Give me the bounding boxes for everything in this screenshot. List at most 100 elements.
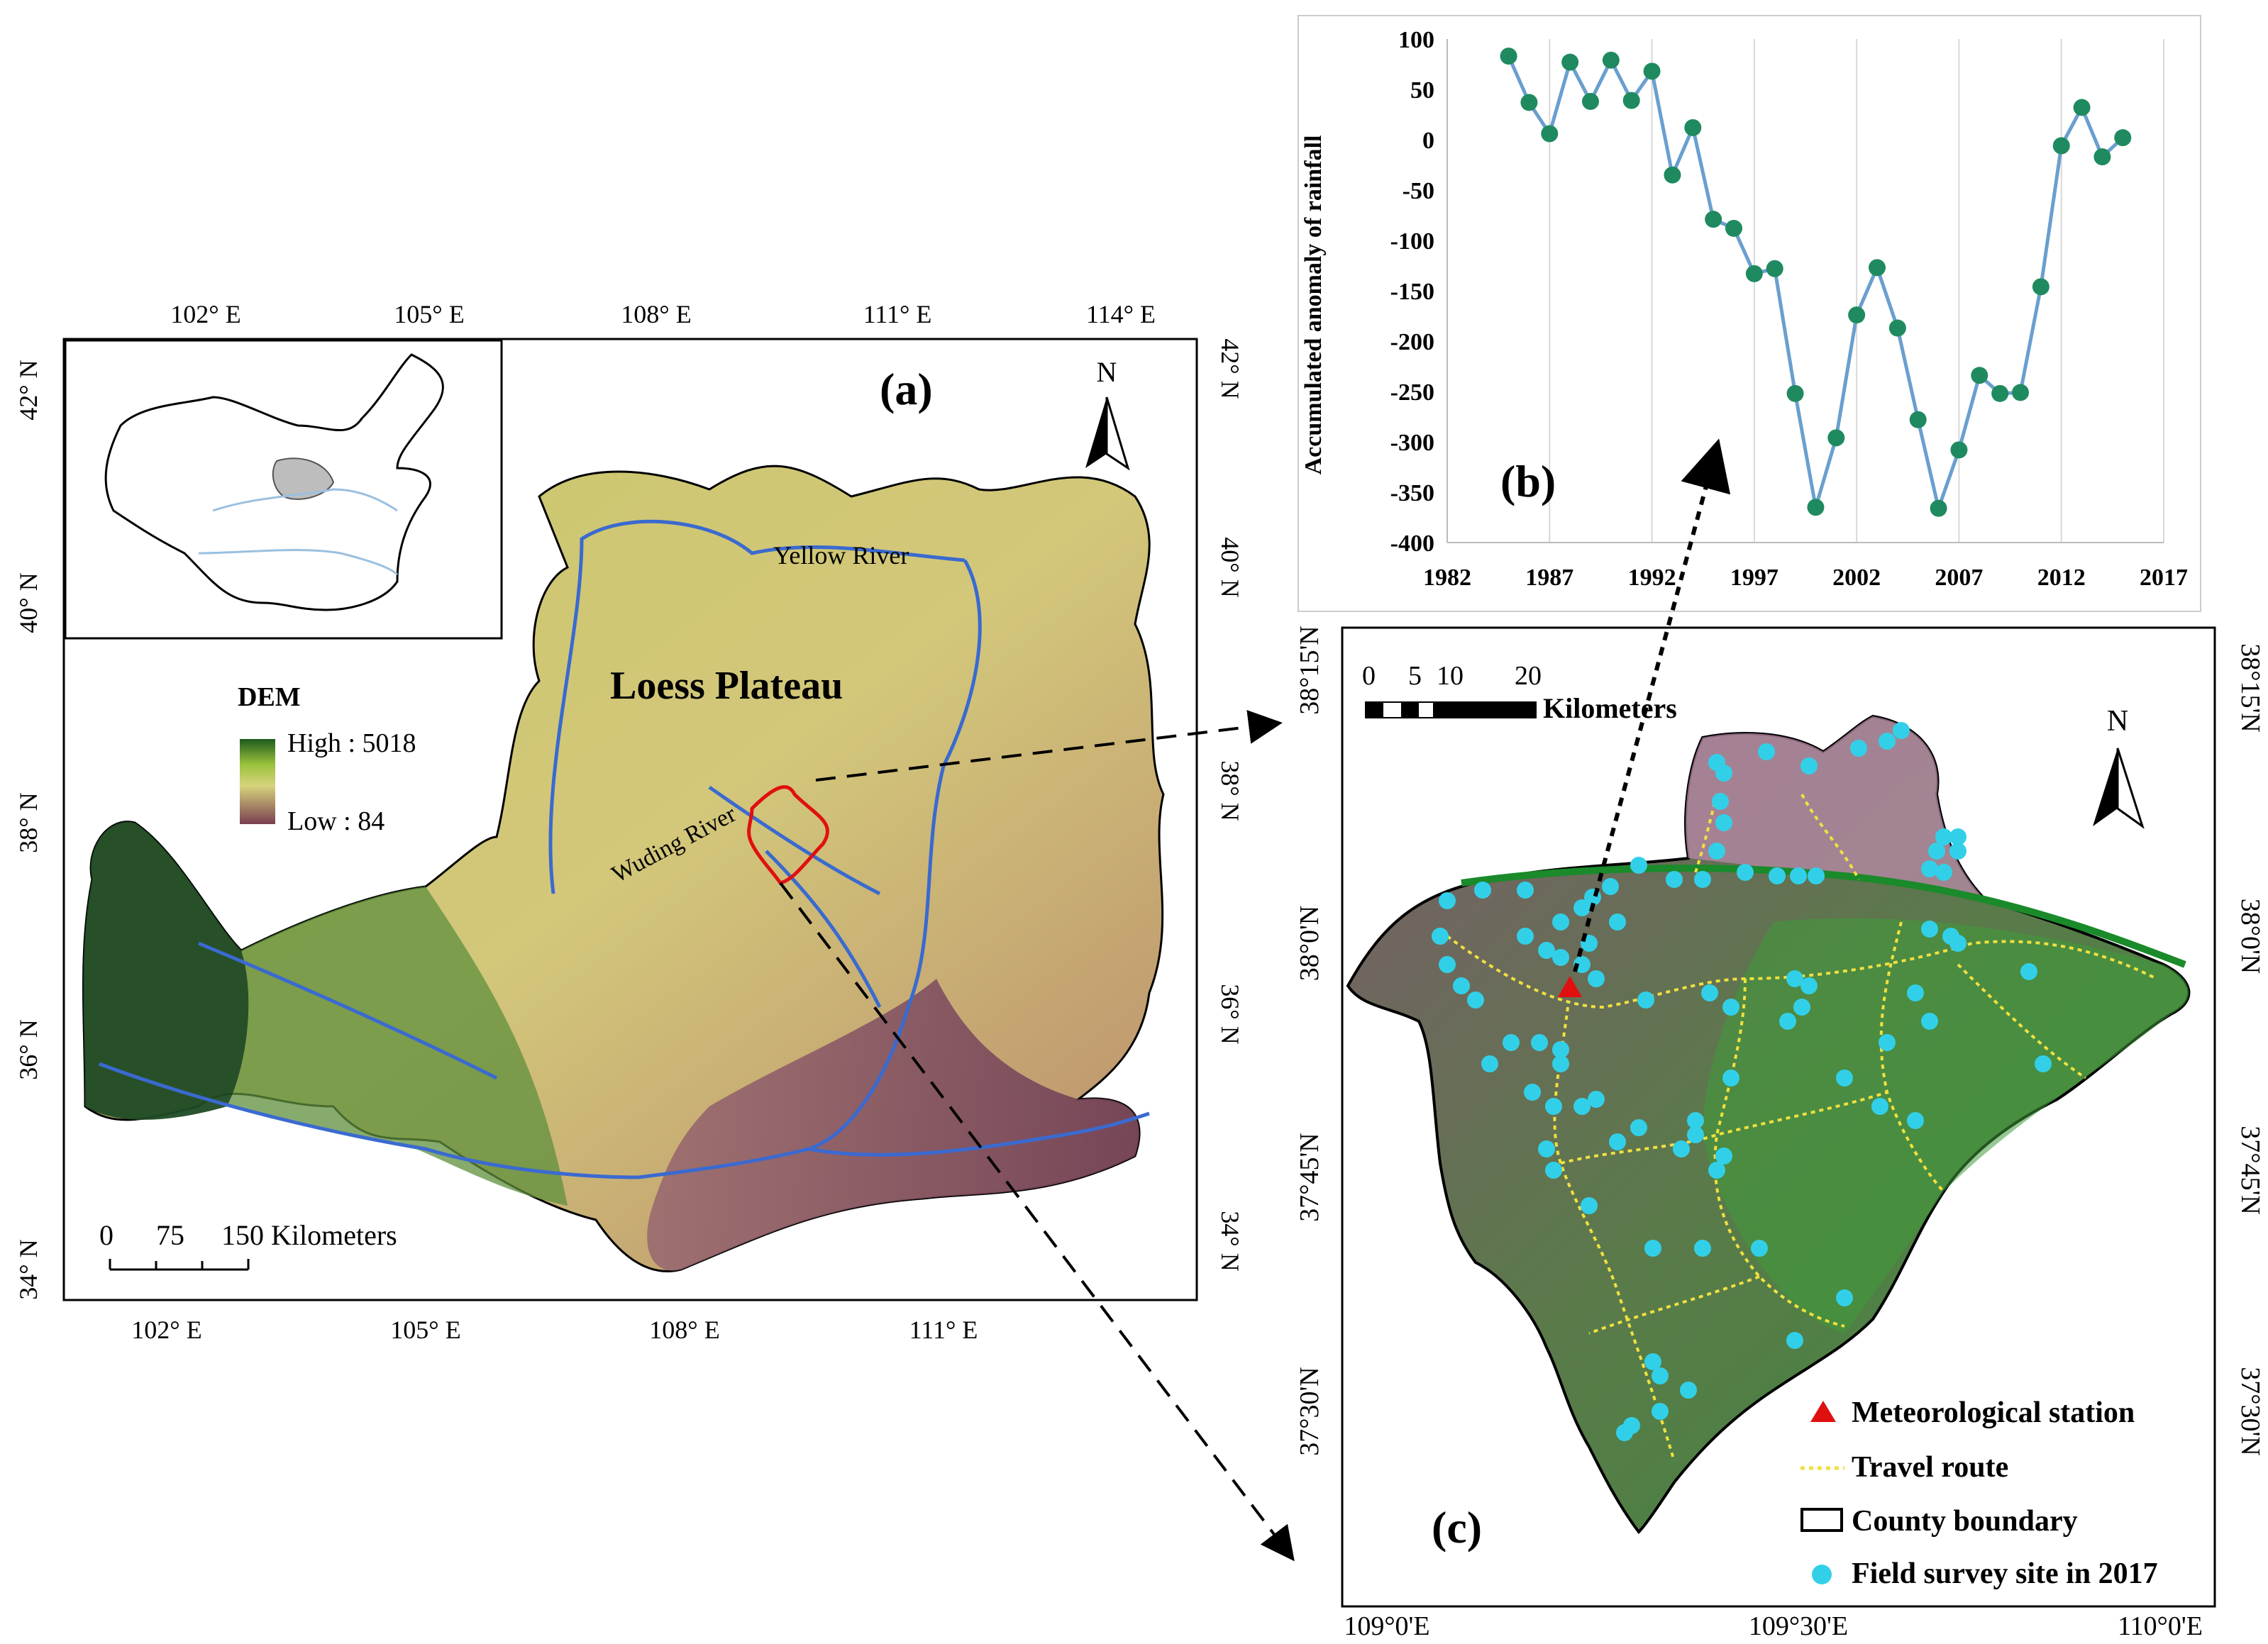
scale-a-tick-75: 75 [156,1219,184,1251]
field-survey-site [1573,899,1591,916]
chart-point [1602,51,1620,69]
c-lat-right-1: 38°0'N [2235,899,2265,974]
chart-point [1582,93,1599,111]
c-lon-bottom-1: 109°30'E [1749,1611,1848,1641]
chart-point [1888,319,1906,337]
field-survey-site [1715,814,1732,831]
river-green-band [1461,865,2186,968]
dem-legend-title: DEM [238,682,301,712]
chart-ytick-label: 0 [1422,128,1434,154]
field-survey-site [1630,857,1647,874]
c-lat-left-3: 37°30'N [1295,1367,1324,1456]
high-elevation-west [83,821,249,1120]
field-survey-site [1432,928,1449,945]
chart-xtick-label: 2007 [1935,565,1983,591]
field-survey-site [1800,757,1818,774]
field-survey-site [1673,1140,1690,1157]
field-survey-site [1921,1013,1938,1030]
loess-plateau-on-inset [272,457,335,500]
lat-right-40: 40° N [1216,537,1244,597]
lon-top-111: 111° E [863,300,932,328]
field-survey-site [1474,882,1491,899]
north-arrow-c [2093,748,2118,826]
chart-ytick-label: -350 [1390,480,1434,506]
field-survey-site [1694,1240,1711,1257]
lat-left-36: 36° N [14,1019,43,1079]
field-survey-site [1879,1034,1896,1051]
field-survey-site [1871,1098,1888,1115]
chart-xtick-label: 1992 [1628,565,1676,591]
chart-point [1786,384,1804,402]
chart-point [1827,429,1845,447]
field-survey-site [1517,882,1534,899]
chart-xtick-label: 2017 [2140,565,2188,591]
lon-bottom-102: 102° E [131,1316,201,1344]
field-survey-site [1921,860,1938,877]
north-arrow-a-half [1105,396,1130,471]
lat-right-42: 42° N [1216,338,1244,399]
lat-right-36: 36° N [1216,984,1244,1044]
region-label: Loess Plateau [610,664,843,708]
lon-bottom-108: 108° E [649,1316,719,1344]
panel-b-frame [1298,15,2201,612]
panel-b: 1982 1987 1992 1997 2002 2007 2012 2017 100 50 0 -5… [1298,15,2201,612]
chart-point [1745,265,1763,282]
field-survey-site [1758,743,1775,760]
lat-left-40: 40° N [14,572,43,633]
dem-legend-high: High : 5018 [287,728,416,758]
chart-point [1520,94,1538,111]
field-survey-site [1524,1084,1541,1101]
chart-point [2052,137,2070,155]
arrow-station-to-chart [1573,438,1731,972]
legend-station-icon [1810,1401,1836,1422]
lat-left-42: 42° N [14,360,43,420]
wuding-watershed [747,785,829,885]
scale-c-tick-5: 5 [1408,661,1422,691]
c-lon-bottom-0: 109°0'E [1344,1611,1429,1641]
field-survey-site [1573,1098,1591,1115]
field-survey-site [1893,722,1910,739]
c-lat-left-2: 37°45'N [1295,1133,1324,1222]
scale-c-tick-20: 20 [1515,661,1542,691]
field-survey-site [1779,1013,1796,1030]
field-survey-site [1769,867,1786,884]
scale-a-tick-150: 150 Kilometers [221,1219,397,1251]
field-survey-site [1949,843,1966,860]
chart-point [1807,499,1825,516]
dem-legend-low: Low : 84 [287,806,385,836]
field-survey-site [1467,992,1484,1009]
field-survey-site [1715,1148,1732,1165]
chart-xtick-label: 1987 [1525,565,1573,591]
field-survey-site [1879,733,1896,750]
chart-point [1930,499,1947,517]
field-survey-site [1517,928,1534,945]
chart-point [1950,441,1968,459]
northern-pink-area [1686,716,1986,901]
field-survey-site [1602,878,1619,895]
arrow-to-panel-c-top [815,710,1283,782]
lon-bottom-111: 111° E [909,1316,978,1344]
field-survey-site [1652,1367,1669,1384]
chart-ytick-label: -400 [1390,531,1434,557]
field-survey-site [1715,765,1732,782]
field-survey-site [1439,956,1456,973]
field-survey-site [1503,1034,1520,1051]
panel-c: 0 5 10 20 Kilometers N (c) Meteorologica… [1295,626,2265,1641]
chart-ylabel: Accumulated anomaly of rainfall [1300,135,1327,475]
chart-ytick-label: -100 [1390,228,1434,255]
rainfall-chart: 1982 1987 1992 1997 2002 2007 2012 2017 100 50 0 -5… [1390,27,2188,591]
field-survey-site [1786,1332,1803,1349]
field-survey-site [1836,1070,1853,1087]
lon-top-108: 108° E [621,300,691,328]
field-survey-site [1687,1112,1704,1129]
field-survey-site [1949,935,1966,952]
c-lat-right-3: 37°30'N [2235,1367,2265,1456]
chart-point [1909,411,1927,428]
legend-station-label: Meteorological station [1852,1396,2135,1429]
inset-rivers [198,488,399,576]
field-survey-site [1588,1091,1605,1108]
chart-point [1869,259,1886,277]
field-survey-site [1708,843,1725,860]
panel-b-label: (b) [1500,456,1556,506]
